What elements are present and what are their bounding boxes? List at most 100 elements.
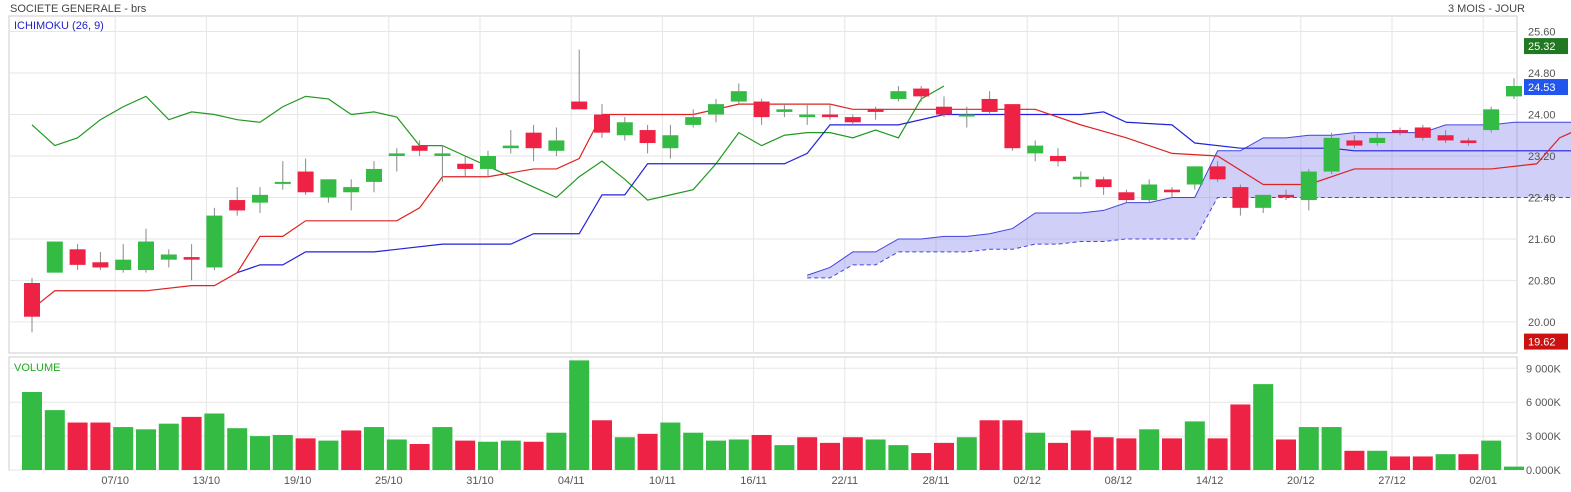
volume-bar (1116, 438, 1137, 470)
date-tick-label: 04/11 (558, 475, 585, 487)
volume-tick-label: 3 000K (1526, 431, 1562, 443)
date-tick-label: 08/12 (1105, 475, 1133, 487)
candle-body (388, 153, 405, 156)
price-tick-label: 23.20 (1528, 151, 1556, 163)
candle-body (1255, 194, 1272, 208)
candle-body (890, 91, 907, 99)
candle-body (594, 114, 610, 133)
price-tick-label: 24.00 (1528, 110, 1556, 122)
volume-bar (22, 392, 42, 470)
volume-bar (1458, 454, 1479, 470)
date-tick-label: 10/11 (649, 475, 676, 487)
candle-body (320, 179, 337, 198)
candle-body (1209, 166, 1226, 180)
candle-body (1437, 135, 1454, 141)
volume-bar (1207, 438, 1228, 470)
candle-body (867, 109, 884, 112)
volume-bar (90, 422, 111, 470)
candle-body (46, 241, 63, 273)
date-tick-label: 14/12 (1196, 475, 1224, 487)
volume-bar (523, 441, 544, 470)
volume-bar (113, 427, 134, 470)
kijun-sen-line (237, 111, 1571, 274)
volume-tick-label: 6 000K (1526, 397, 1562, 409)
ichimoku-label: ICHIMOKU (26, 9) (14, 20, 104, 32)
candle-body (1506, 85, 1522, 97)
volume-bar (455, 440, 476, 470)
volume-bar (341, 430, 362, 470)
tenkan-sen-line (31, 103, 1571, 310)
volume-bar (1321, 427, 1342, 470)
date-tick-label: 02/12 (1013, 475, 1041, 487)
candle-body (138, 241, 154, 271)
candle-body (799, 114, 816, 118)
candle-body (1072, 176, 1089, 180)
candle-body (1323, 137, 1340, 172)
candle-body (1300, 171, 1317, 201)
candle-body (958, 114, 975, 117)
candle-body (822, 114, 838, 118)
candle-body (1164, 189, 1180, 193)
volume-bar (820, 442, 840, 470)
date-tick-label: 16/11 (740, 475, 767, 487)
volume-bar (956, 437, 977, 470)
candle-body (343, 187, 360, 193)
volume-bar (614, 437, 635, 470)
price-tick-label: 22.40 (1528, 192, 1556, 204)
senkou-span-b-line (807, 196, 1571, 279)
volume-bar (1139, 429, 1160, 470)
volume-bar (1230, 404, 1251, 470)
candle-body (1118, 192, 1135, 201)
candle-body (753, 101, 770, 118)
date-tick-label: 25/10 (375, 475, 403, 487)
volume-bar (1253, 384, 1274, 470)
period-selector[interactable]: 3 MOIS - JOUR (1447, 3, 1525, 15)
volume-bar (409, 444, 430, 470)
price-badge-label: 19.62 (1528, 337, 1556, 349)
volume-bar (1412, 456, 1433, 470)
candle-body (1346, 140, 1363, 146)
volume-bar (1298, 427, 1319, 470)
price-badge (1524, 38, 1568, 55)
candle-body (1095, 179, 1112, 188)
volume-bar (1276, 439, 1296, 470)
candle-body (115, 259, 132, 271)
volume-bar (1048, 442, 1068, 470)
candle-body (502, 145, 519, 149)
volume-bar (295, 438, 316, 470)
price-tick-label: 25.60 (1528, 27, 1556, 39)
volume-bar (797, 437, 818, 470)
volume-bar (660, 422, 681, 470)
volume-bar (1070, 430, 1091, 470)
volume-bar (1481, 440, 1502, 470)
volume-bar (1162, 438, 1182, 470)
volume-bar (637, 433, 658, 470)
candle-body (1050, 155, 1066, 162)
price-badge (1524, 333, 1568, 350)
volume-bar (569, 360, 590, 470)
price-tick-label: 21.60 (1528, 234, 1556, 246)
candle-body (913, 88, 930, 97)
candle-body (183, 257, 200, 260)
candle-body (1483, 109, 1500, 131)
candle-body (730, 91, 747, 102)
candle-body (69, 249, 86, 265)
candle-body (457, 163, 474, 169)
candle-body (1392, 130, 1408, 133)
volume-bar (979, 420, 1000, 470)
volume-bar (774, 445, 795, 470)
date-tick-label: 07/10 (101, 475, 129, 487)
candle-body (1141, 184, 1158, 201)
volume-bar (1344, 450, 1365, 470)
volume-bar (272, 434, 293, 470)
volume-bar (865, 439, 886, 470)
candle-body (229, 200, 246, 211)
candle-body (1027, 145, 1044, 154)
candle-body (24, 283, 40, 317)
date-tick-label: 31/10 (466, 475, 494, 487)
candle-body (411, 145, 428, 151)
chart-title: SOCIETE GENERALE - brs (10, 3, 147, 15)
date-tick-label: 02/01 (1469, 475, 1497, 487)
candle-body (274, 181, 291, 184)
volume-bar (227, 428, 248, 470)
